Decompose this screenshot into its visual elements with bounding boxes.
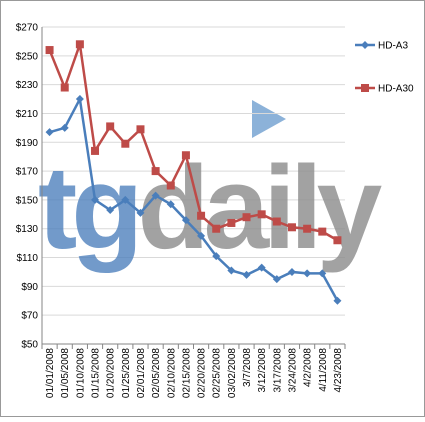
data-point [257,210,266,219]
data-point [106,122,115,131]
y-tick-label: $270 [16,23,39,34]
legend-marker [361,84,369,92]
y-tick-label: $130 [16,224,39,235]
data-point [318,227,327,236]
x-tick-label: 02/15/2008 [181,348,192,398]
data-point [45,128,54,137]
x-tick-label: 01/15/2008 [91,348,102,398]
x-tick-label: 02/05/2008 [151,348,162,398]
data-point [181,216,190,225]
data-point [106,205,115,214]
data-point [91,195,100,204]
data-point [333,236,342,245]
data-point [181,151,190,160]
data-point [45,46,54,55]
data-point [257,263,266,272]
data-point [60,123,69,132]
x-tick-label: 3/24/2008 [287,348,298,393]
x-tick-label: 01/01/2008 [45,348,56,398]
legend-marker [361,41,369,49]
data-point [136,125,145,134]
y-tick-label: $190 [16,138,39,149]
x-tick-label: 4/23/2008 [333,348,344,393]
y-tick-label: $110 [16,253,38,264]
x-tick-label: 02/01/2008 [136,348,147,398]
legend-label: HD-A3 [378,41,408,52]
data-point [287,267,296,276]
x-tick-label: 4/2/2008 [303,348,314,387]
data-point [242,213,251,222]
data-point [227,266,236,275]
watermark: tgdaily [38,142,382,274]
y-tick-label: $50 [21,340,38,351]
data-point [287,223,296,232]
x-tick-label: 01/25/2008 [121,348,132,398]
x-tick-label: 01/10/2008 [75,348,86,398]
x-tick-label: 4/11/2008 [318,348,329,392]
data-point [227,218,236,227]
data-point [151,167,160,176]
x-tick-label: 01/20/2008 [106,348,117,398]
y-tick-label: $170 [16,167,39,178]
y-tick-label: $210 [16,109,39,120]
data-point [197,211,206,220]
data-point [166,181,175,190]
data-point [303,269,312,278]
x-tick-label: 01/05/2008 [60,348,71,398]
data-point [60,83,69,92]
data-point [136,208,145,217]
data-point [151,191,160,200]
y-tick-label: $70 [21,311,38,322]
data-point [91,146,100,155]
data-point [121,195,130,204]
y-tick-label: $250 [16,51,39,62]
data-point [75,95,84,104]
data-point [121,139,130,148]
data-point [212,252,221,261]
data-point [333,296,342,305]
y-tick-label: $150 [16,195,39,206]
x-tick-label: 03/02/2008 [227,348,238,398]
data-point [272,275,281,284]
y-tick-label: $230 [16,80,39,91]
x-tick-label: 3/12/2008 [257,348,268,393]
watermark-part: daily [137,142,381,274]
data-point [197,231,206,240]
data-point [166,200,175,209]
data-point [272,217,281,226]
data-point [75,40,84,49]
y-tick-label: $90 [21,282,38,293]
x-tick-label: 02/25/2008 [212,348,223,398]
watermark-part: tg [38,142,137,274]
data-point [242,270,251,279]
legend-label: HD-A30 [378,84,414,95]
data-point [318,269,327,278]
x-tick-label: 02/10/2008 [166,348,177,398]
watermark-triangle [252,100,286,138]
x-tick-label: 3/7/2008 [242,348,253,387]
data-point [303,224,312,233]
data-point [212,224,221,233]
x-tick-label: 3/17/2008 [272,348,283,393]
x-tick-label: 02/20/2008 [197,348,208,398]
